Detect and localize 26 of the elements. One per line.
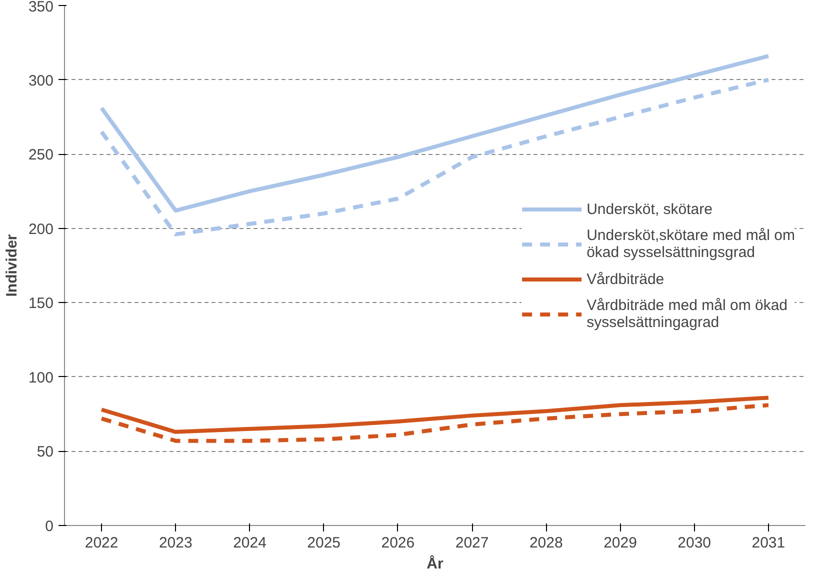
y-tick-label: 0 bbox=[45, 518, 54, 535]
x-tick-label: 2026 bbox=[381, 534, 415, 552]
y-tick-label: 150 bbox=[28, 295, 54, 312]
y-tick-label: 50 bbox=[36, 444, 54, 461]
x-tick-label: 2023 bbox=[158, 534, 192, 552]
y-tick-label: 300 bbox=[28, 72, 54, 90]
y-tick-label: 100 bbox=[28, 369, 54, 386]
line-series bbox=[100, 403, 770, 443]
y-axis-title: Individer bbox=[3, 234, 20, 297]
legend-label: Undersköt, skötare bbox=[586, 200, 712, 218]
legend-label: Vårdbiträde bbox=[586, 270, 664, 288]
x-tick-label: 2025 bbox=[307, 534, 341, 552]
x-tick-label: 2031 bbox=[752, 534, 786, 552]
x-tick-label: 2028 bbox=[529, 534, 563, 552]
legend-label: Undersköt,skötare med mål om ökad sysselsättningsgrad bbox=[586, 227, 795, 261]
y-tick-label: 350 bbox=[28, 0, 54, 16]
y-tick-label: 250 bbox=[28, 146, 54, 164]
x-tick-label: 2029 bbox=[604, 534, 637, 552]
x-axis-title: År bbox=[426, 554, 444, 572]
x-tick-label: 2022 bbox=[84, 534, 118, 552]
y-tick-label: 200 bbox=[28, 220, 54, 238]
x-tick-label: 2030 bbox=[678, 534, 712, 552]
line-series bbox=[100, 396, 770, 434]
legend-label: Vårdbiträde med mål om ökad sysselsättningagrad bbox=[586, 297, 788, 331]
x-tick-label: 2027 bbox=[455, 534, 489, 552]
x-tick-label: 2024 bbox=[233, 534, 266, 552]
